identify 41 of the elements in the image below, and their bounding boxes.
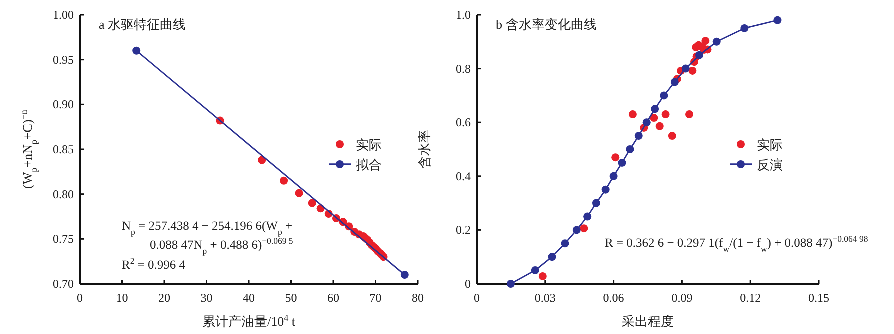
- y-tick-label: 0.80: [53, 187, 74, 202]
- y-tick-label: 0.95: [53, 52, 74, 67]
- x-tick-label: 0.15: [808, 291, 830, 305]
- x-tick-label: 30: [200, 291, 213, 305]
- y-tick-label: 0.6: [456, 116, 471, 130]
- y-tick-label: 0.85: [53, 142, 74, 156]
- x-tick-label: 0.06: [603, 291, 624, 305]
- y-tick-label: 0: [465, 277, 471, 291]
- x-tick-label: 70: [370, 291, 382, 305]
- x-tick-label: 50: [285, 291, 298, 305]
- x-tick-label: 0: [77, 291, 83, 305]
- x-tick-label: 20: [158, 291, 170, 305]
- legend-label: 实际: [356, 138, 382, 152]
- x-axis-title: 采出程度: [622, 314, 674, 329]
- annotation: R = 0.362 6 − 0.297 1(f$_{w}$/(1 − f$_{w}$) + 0.088 47)$^{−0.064 98}$: [605, 234, 869, 254]
- x-tick-label: 40: [243, 291, 255, 305]
- y-tick-label: 1.0: [456, 8, 471, 22]
- x-tick-label: 0.12: [740, 291, 762, 305]
- x-tick-label: 80: [412, 291, 424, 305]
- x-tick-label: 0: [474, 291, 480, 305]
- annotation: 0.088 47N$_{p}$ + 0.488 6)$^{−0.069 5}$: [150, 236, 294, 256]
- chart-title: b 含水率变化曲线: [496, 17, 597, 32]
- y-tick-label: 0.8: [456, 62, 471, 76]
- x-tick-label: 10: [116, 291, 128, 305]
- y-tick-label: 0.4: [456, 169, 471, 184]
- x-tick-label: 0.03: [534, 291, 556, 305]
- y-tick-label: 0.90: [53, 98, 74, 112]
- legend-label: 反演: [757, 158, 783, 172]
- chart-title: a 水驱特征曲线: [99, 17, 186, 32]
- annotation: R$^{2}$ = 0.996 4: [122, 256, 186, 272]
- legend-label: 实际: [757, 138, 783, 152]
- y-tick-label: 0.2: [456, 223, 471, 238]
- y-tick-label: 0.70: [53, 277, 74, 291]
- annotation: N$_{p}$ = 257.438 4 − 254.196 6(W$_{p}$ +: [122, 219, 293, 237]
- y-tick-label: 1.00: [53, 8, 74, 22]
- x-tick-label: 0.09: [672, 291, 693, 305]
- legend-label: 拟合: [356, 158, 382, 172]
- x-axis-title: 累计产油量/10$^{4}$ t: [202, 313, 296, 329]
- x-tick-label: 60: [328, 291, 340, 305]
- y-axis-title: 含水率: [417, 130, 432, 169]
- y-tick-label: 0.75: [53, 232, 74, 246]
